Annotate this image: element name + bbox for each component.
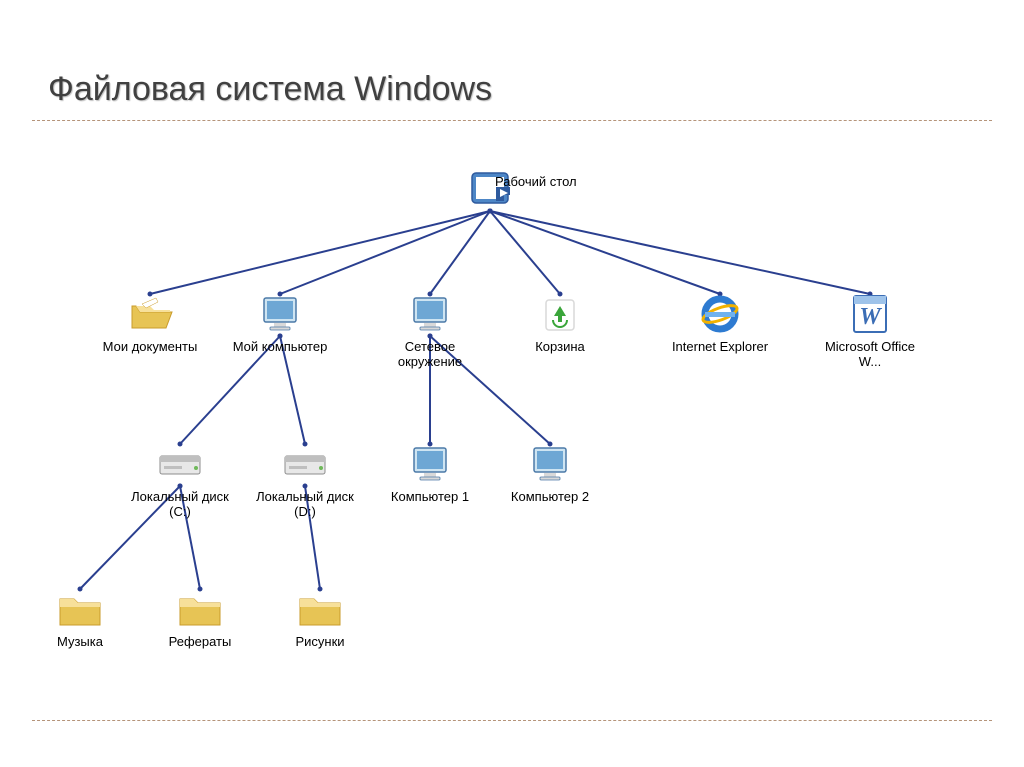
net-monitor <box>406 290 454 338</box>
node-label: Музыка <box>30 635 130 650</box>
node-diskc: Локальный диск (C:) <box>130 440 230 520</box>
word: W <box>846 290 894 338</box>
folder <box>296 585 344 633</box>
node-desktop: Рабочий стол <box>440 165 540 215</box>
folder <box>56 585 104 633</box>
node-label: Рефераты <box>150 635 250 650</box>
svg-text:W: W <box>859 304 882 330</box>
node-mydocs: Мои документы <box>100 290 200 355</box>
recycle <box>536 290 584 338</box>
node-label: Мой компьютер <box>230 340 330 355</box>
ie <box>696 290 744 338</box>
node-label: Локальный диск (C:) <box>130 490 230 520</box>
node-pc1: Компьютер 1 <box>380 440 480 505</box>
node-ie: Internet Explorer <box>670 290 770 355</box>
node-label: Компьютер 2 <box>500 490 600 505</box>
node-label: Рабочий стол <box>495 175 615 190</box>
folder <box>176 585 224 633</box>
node-network: Сетевое окружение <box>380 290 480 370</box>
node-label: Компьютер 1 <box>380 490 480 505</box>
node-label: Рисунки <box>270 635 370 650</box>
node-label: Internet Explorer <box>670 340 770 355</box>
slide: Файловая система Windows Рабочий столМои… <box>0 0 1024 767</box>
monitor <box>256 290 304 338</box>
node-recycle: Корзина <box>510 290 610 355</box>
drive <box>156 440 204 488</box>
folder-open <box>126 290 174 338</box>
node-pc2: Компьютер 2 <box>500 440 600 505</box>
node-label: Microsoft Office W... <box>820 340 920 370</box>
drive <box>281 440 329 488</box>
node-label: Локальный диск (D:) <box>255 490 355 520</box>
node-label: Корзина <box>510 340 610 355</box>
node-label: Мои документы <box>100 340 200 355</box>
node-diskd: Локальный диск (D:) <box>255 440 355 520</box>
monitor <box>406 440 454 488</box>
diagram-canvas: Рабочий стол Мои документы Мой компьютер Се… <box>0 0 1024 767</box>
node-pictures: Рисунки <box>270 585 370 650</box>
node-referat: Рефераты <box>150 585 250 650</box>
node-mycomp: Мой компьютер <box>230 290 330 355</box>
monitor <box>526 440 574 488</box>
node-music: Музыка <box>30 585 130 650</box>
node-label: Сетевое окружение <box>380 340 480 370</box>
node-word: W Microsoft Office W... <box>820 290 920 370</box>
